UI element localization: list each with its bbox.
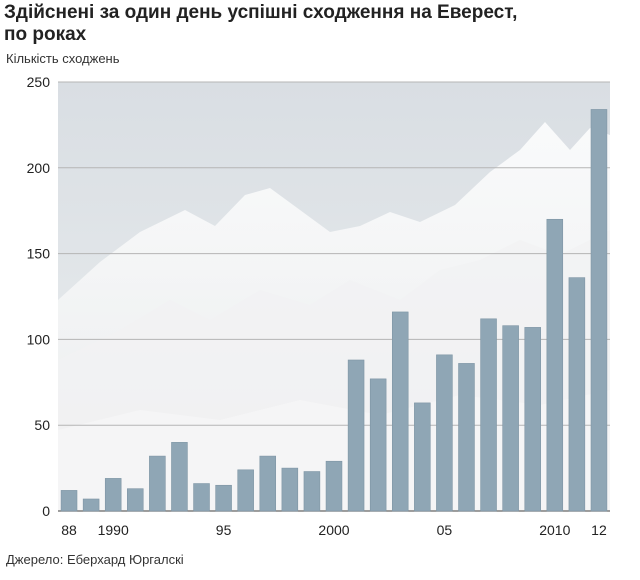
chart-title-line-2: по роках bbox=[4, 24, 87, 45]
x-tick-label: 12 bbox=[591, 522, 607, 538]
bar-1992 bbox=[149, 455, 166, 512]
bar-2010 bbox=[546, 218, 564, 512]
y-tick-label: 200 bbox=[27, 160, 51, 176]
x-tick-label: 2000 bbox=[318, 522, 349, 538]
bar-2000 bbox=[325, 460, 343, 512]
bars bbox=[60, 109, 608, 512]
bar-2009 bbox=[524, 327, 541, 512]
bar-1993 bbox=[171, 442, 188, 512]
bar-1995 bbox=[215, 484, 232, 512]
y-axis-label: Кількість сходжень bbox=[6, 51, 120, 66]
chart-title: Здійснені за один день успішні сходження… bbox=[4, 2, 634, 46]
bar-1994 bbox=[193, 483, 210, 512]
bar-2007 bbox=[480, 318, 497, 512]
x-tick-labels: 88 1990 95 2000 05 2010 12 bbox=[61, 522, 607, 538]
source-note: Джерело: Еберхард Юргалскі bbox=[6, 552, 184, 567]
bar-2001 bbox=[347, 359, 365, 512]
bar-2004 bbox=[414, 402, 431, 512]
x-tick-label: 88 bbox=[61, 522, 77, 538]
bar-2011 bbox=[568, 277, 586, 512]
y-tick-labels: 0 50 100 150 200 250 bbox=[27, 74, 51, 519]
bar-2005 bbox=[436, 354, 453, 512]
y-tick-label: 150 bbox=[27, 246, 51, 262]
x-tick-label: 2010 bbox=[539, 522, 570, 538]
bar-1999 bbox=[303, 471, 321, 512]
y-tick-label: 250 bbox=[27, 74, 51, 90]
bar-1988 bbox=[60, 490, 78, 512]
y-tick-label: 0 bbox=[42, 503, 50, 519]
bar-1996 bbox=[237, 469, 254, 512]
bar-1997 bbox=[259, 455, 277, 512]
x-tick-label: 1990 bbox=[98, 522, 129, 538]
bar-2003 bbox=[391, 311, 409, 512]
x-tick-label: 05 bbox=[437, 522, 453, 538]
bar-2012 bbox=[590, 109, 608, 512]
y-tick-label: 100 bbox=[27, 331, 51, 347]
bar-1990 bbox=[104, 478, 122, 512]
bar-1998 bbox=[281, 467, 299, 512]
bar-1989 bbox=[82, 498, 100, 512]
x-tick-label: 95 bbox=[216, 522, 232, 538]
bar-2002 bbox=[369, 378, 387, 512]
bar-2008 bbox=[502, 325, 519, 512]
bar-1991 bbox=[127, 488, 144, 512]
chart-title-line-1: Здійснені за один день успішні сходження… bbox=[4, 2, 518, 23]
bar-2006 bbox=[458, 363, 475, 512]
y-tick-label: 50 bbox=[34, 417, 50, 433]
